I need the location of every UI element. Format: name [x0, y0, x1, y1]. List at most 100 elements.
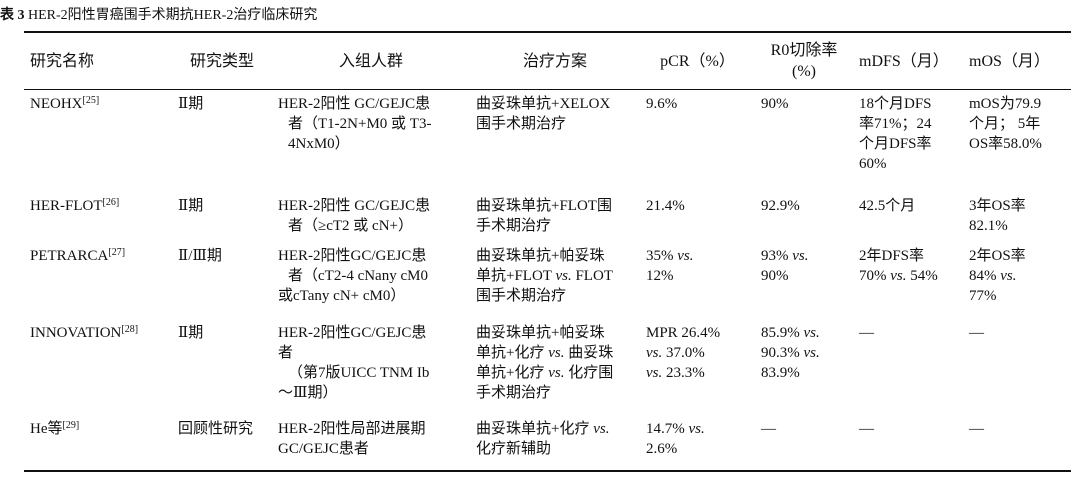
bottom-rule — [24, 470, 1071, 472]
citation-ref: [28] — [121, 324, 139, 335]
text-line: — — [859, 325, 874, 341]
cell-mos: — — [963, 316, 1071, 412]
text-line: 曲妥珠单抗+FLOT围 — [476, 198, 612, 214]
cell-pcr: 35% vs. 12% — [640, 236, 755, 316]
cell-mdfs: 2年DFS率 70% vs. 54% — [853, 236, 963, 316]
text-line: 单抗+FLOT vs. FLOT — [476, 268, 613, 284]
text-line: 单抗+化疗 vs. 曲妥珠 — [476, 345, 614, 361]
cell-regimen: 曲妥珠单抗+帕妥珠 单抗+化疗 vs. 曲妥珠 单抗+化疗 vs. 化疗围 手术… — [470, 316, 640, 412]
versus-text: vs. — [803, 325, 820, 341]
study-name: HER-FLOT — [30, 198, 103, 214]
text-line: 3年OS率 — [969, 198, 1026, 214]
table-row: INNOVATION[28] Ⅱ期 HER-2阳性GC/GEJC患 者 （第7版… — [24, 316, 1071, 412]
text-line: 12% — [646, 268, 674, 284]
text-line: 21.4% — [646, 198, 685, 214]
table-title: HER-2阳性胃癌围手术期抗HER-2治疗临床研究 — [28, 8, 318, 23]
citation-ref: [27] — [108, 247, 126, 258]
text-line: 单抗+化疗 vs. 化疗围 — [476, 365, 614, 381]
cell-name: NEOHX[25] — [24, 89, 172, 183]
cell-r0: 90% — [755, 89, 853, 183]
header-rule — [24, 89, 1071, 90]
text-line: HER-2阳性局部进展期 — [278, 421, 426, 437]
cell-mos: 3年OS率 82.1% — [963, 183, 1071, 236]
versus-text: vs. — [677, 248, 694, 264]
text-line: 2年DFS率 — [859, 248, 925, 264]
versus-text: vs. — [548, 365, 565, 381]
text-line: 70% vs. 54% — [859, 268, 938, 284]
cell-name: He等[29] — [24, 412, 172, 459]
text-line: — — [969, 421, 984, 437]
col-header-r0: R0切除率 (%) — [755, 33, 853, 89]
cell-mdfs: 42.5个月 — [853, 183, 963, 236]
citation-ref: [29] — [62, 420, 80, 431]
cell-type: Ⅱ期 — [178, 96, 204, 112]
cell-pcr: 14.7% vs. 2.6% — [640, 412, 755, 459]
cell-name: INNOVATION[28] — [24, 316, 172, 412]
col-header-r0-line1: R0切除率 — [770, 42, 838, 59]
text-line: HER-2阳性 GC/GEJC患 — [278, 198, 431, 214]
cell-population: HER-2阳性GC/GEJC患 者 （第7版UICC TNM Ib ～Ⅲ期） — [272, 316, 470, 412]
text-line: 9.6% — [646, 96, 678, 112]
text-line: 曲妥珠单抗+帕妥珠 — [476, 325, 605, 341]
text-line: 42.5个月 — [859, 198, 916, 214]
text-line: 14.7% vs. — [646, 421, 705, 437]
versus-text: vs. — [646, 345, 663, 361]
cell-regimen: 曲妥珠单抗+XELOX 围手术期治疗 — [470, 89, 640, 183]
text-line: 77% — [969, 288, 997, 304]
text-line: 手术期治疗 — [476, 385, 552, 401]
table-row: He等[29] 回顾性研究 HER-2阳性局部进展期 GC/GEJC患者 曲妥珠… — [24, 412, 1071, 459]
text-line: 83.9% — [761, 365, 800, 381]
text-line: 者 — [278, 345, 294, 361]
text-line: MPR 26.4% — [646, 325, 721, 341]
text-line: 93% vs. — [761, 248, 809, 264]
versus-text: vs. — [688, 421, 705, 437]
text-line: 者（cT2-4 cNany cM0 — [288, 268, 428, 284]
text-line: 90% — [761, 96, 789, 112]
text-line: ～Ⅲ期） — [278, 385, 338, 401]
cell-type: Ⅱ期 — [178, 198, 204, 214]
text-line: vs. 23.3% — [646, 365, 705, 381]
text-line: 90% — [761, 268, 789, 284]
text-line: — — [969, 325, 984, 341]
col-header-r0-line2: (%) — [792, 63, 816, 80]
text-line: （第7版UICC TNM Ib — [288, 365, 430, 381]
text-line: 者（≥cT2 或 cN+） — [288, 218, 414, 234]
col-header-mdfs: mDFS（月） — [859, 52, 949, 70]
text-line: 82.1% — [969, 218, 1008, 234]
top-rule — [24, 31, 1071, 33]
col-header-pcr: pCR（%） — [660, 52, 735, 70]
col-header-type: 研究类型 — [189, 52, 254, 70]
cell-population: HER-2阳性 GC/GEJC患 者（T1-2N+M0 或 T3- 4NxM0） — [272, 89, 470, 183]
cell-mos: mOS为79.9 个月； 5年 OS率58.0% — [963, 89, 1071, 183]
col-header-mos: mOS（月） — [969, 52, 1050, 70]
text-line: 35% vs. — [646, 248, 694, 264]
versus-text: vs. — [646, 365, 663, 381]
text-line: 曲妥珠单抗+帕妥珠 — [476, 248, 605, 264]
clinical-studies-table: 研究名称 研究类型 入组人群 治疗方案 pCR（%） R0切除率 (%) mDF… — [24, 33, 1071, 459]
cell-regimen: 曲妥珠单抗+FLOT围 手术期治疗 — [470, 183, 640, 236]
table-number: 表 3 — [0, 8, 25, 23]
versus-text: vs. — [890, 268, 907, 284]
text-line: 化疗新辅助 — [476, 441, 552, 457]
citation-ref: [26] — [102, 197, 120, 208]
text-line: HER-2阳性GC/GEJC患 — [278, 248, 427, 264]
study-name: PETRARCA — [30, 248, 109, 264]
col-header-name: 研究名称 — [30, 52, 95, 70]
text-line: mOS为79.9 — [969, 96, 1042, 112]
text-line: 90.3% vs. — [761, 345, 820, 361]
study-name: He等 — [30, 421, 63, 437]
cell-mos: — — [963, 412, 1071, 459]
versus-text: vs. — [548, 345, 565, 361]
text-line: 84% vs. — [969, 268, 1017, 284]
cell-population: HER-2阳性GC/GEJC患 者（cT2-4 cNany cM0 或cTany… — [272, 236, 470, 316]
table-caption: 表 3 HER-2阳性胃癌围手术期抗HER-2治疗临床研究 — [0, 7, 317, 25]
cell-pcr: MPR 26.4% vs. 37.0% vs. 23.3% — [640, 316, 755, 412]
text-line: HER-2阳性GC/GEJC患 — [278, 325, 427, 341]
study-name: NEOHX — [30, 96, 83, 112]
versus-text: vs. — [1000, 268, 1017, 284]
text-line: 92.9% — [761, 198, 800, 214]
cell-r0: 85.9% vs. 90.3% vs. 83.9% — [755, 316, 853, 412]
text-line: — — [761, 421, 776, 437]
cell-pcr: 21.4% — [640, 183, 755, 236]
text-line: — — [859, 421, 874, 437]
